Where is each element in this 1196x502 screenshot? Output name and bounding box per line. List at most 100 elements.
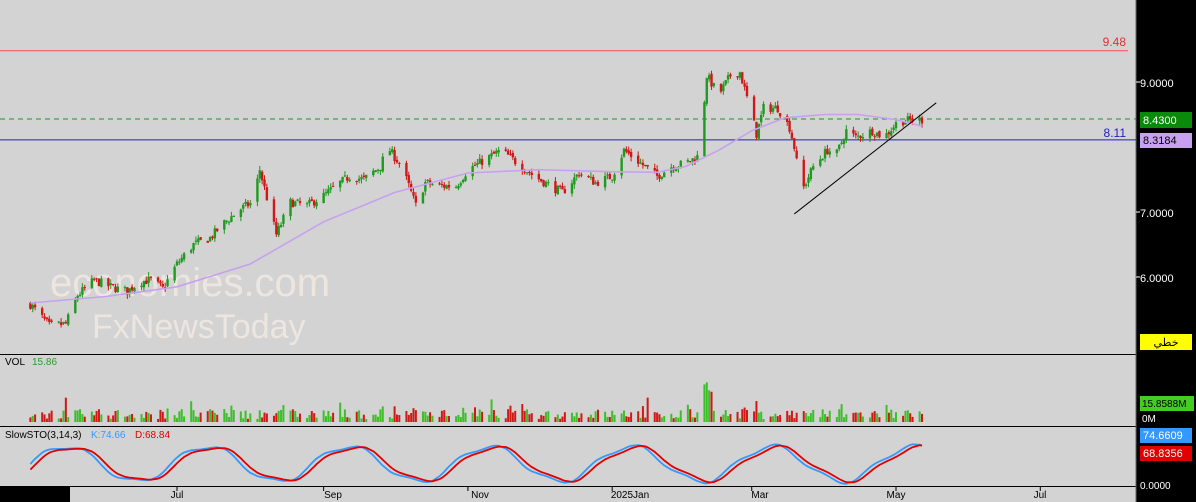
x-tick-label: May <box>887 490 906 501</box>
volume-bar <box>592 417 595 422</box>
candle-body <box>107 278 110 287</box>
candle-body <box>225 220 228 222</box>
volume-bar <box>809 413 812 422</box>
candle-body <box>674 168 678 172</box>
volume-bar <box>272 415 275 422</box>
volume-bar <box>213 412 216 422</box>
candle-body <box>360 177 363 180</box>
candle-body <box>74 299 77 313</box>
candle-body <box>885 133 888 138</box>
volume-bar <box>239 411 242 422</box>
candle-body <box>823 149 827 159</box>
candle-body <box>331 185 335 187</box>
candle-body <box>296 199 299 201</box>
candle-body <box>712 83 716 87</box>
stochastic-d-label: D:68.84 <box>135 430 170 441</box>
volume-bar <box>429 412 432 422</box>
candle-body <box>227 221 231 223</box>
time-axis <box>70 487 1136 502</box>
volume-bar <box>265 413 268 422</box>
volume-bar <box>705 382 708 422</box>
volume-bar <box>107 415 110 422</box>
x-tick-label: Jul <box>1034 490 1047 501</box>
volume-bar <box>895 412 897 422</box>
volume-bar <box>854 412 857 422</box>
volume-bar <box>788 415 791 422</box>
volume-bar <box>131 413 134 422</box>
volume-bar <box>114 411 117 422</box>
candle-body <box>180 257 183 262</box>
volume-bar <box>547 411 550 422</box>
volume-bar <box>887 412 890 422</box>
candle-body <box>573 177 576 185</box>
candle-body <box>208 237 212 242</box>
candle-body <box>357 178 361 181</box>
candle-body <box>338 180 342 188</box>
candle-body <box>388 151 392 156</box>
candle-body <box>308 199 311 204</box>
candle-body <box>443 184 446 188</box>
volume-bar <box>658 414 661 422</box>
volume-bar <box>670 413 673 422</box>
candle-body <box>128 288 131 294</box>
candle-body <box>762 103 765 115</box>
volume-bar <box>639 417 642 422</box>
volume-bar <box>362 414 365 422</box>
candle-body <box>421 192 425 204</box>
candle-body <box>95 278 98 280</box>
candle-body <box>887 132 891 135</box>
candle-body <box>279 224 283 227</box>
volume-bar <box>556 414 559 422</box>
volume-bar <box>438 416 441 422</box>
volume-bar <box>34 414 37 422</box>
volume-bar <box>660 417 663 422</box>
volume-bar <box>280 409 283 422</box>
volume-bar <box>457 414 460 422</box>
candle-body <box>809 168 813 180</box>
volume-bar <box>327 410 330 422</box>
volume-bar <box>738 418 741 422</box>
x-tick-label: Jul <box>171 490 184 501</box>
volume-bar <box>675 417 678 422</box>
candle-body <box>50 320 53 322</box>
volume-bar <box>391 418 394 422</box>
volume-bar <box>381 406 384 422</box>
volume-bar <box>861 416 864 422</box>
volume-bar <box>244 410 247 422</box>
volume-bar <box>81 414 84 422</box>
candle-body <box>589 176 593 178</box>
candle-body <box>745 85 749 97</box>
candle-body <box>478 158 481 164</box>
volume-bar <box>911 416 914 422</box>
candle-body <box>346 177 349 181</box>
candle-body <box>438 183 441 185</box>
candle-body <box>490 153 493 157</box>
candle-body <box>606 174 609 176</box>
candle-body <box>570 183 574 194</box>
volume-bar <box>772 416 775 422</box>
candle-body <box>842 140 846 144</box>
line-type-badge[interactable] <box>1140 334 1192 350</box>
candle-body <box>90 278 94 288</box>
candle-body <box>894 122 898 129</box>
volume-bar <box>183 416 186 422</box>
candle-body <box>381 156 384 172</box>
support-label: 8.11 <box>1104 126 1127 140</box>
candle-body <box>509 154 512 156</box>
volume-bar <box>209 409 212 422</box>
candle-body <box>260 171 264 181</box>
candle-body <box>161 283 165 287</box>
volume-bar <box>79 409 82 422</box>
volume-bar <box>358 410 361 422</box>
candle-body <box>679 160 682 167</box>
candle-body <box>343 175 347 177</box>
candle-body <box>580 174 583 176</box>
candle-body <box>845 129 848 140</box>
candle-body <box>906 116 910 121</box>
volume-bar <box>878 417 881 422</box>
candle-body <box>540 178 543 182</box>
candle-body <box>873 136 876 138</box>
candle-body <box>376 169 380 171</box>
candle-body <box>795 150 798 159</box>
volume-bar <box>377 416 380 422</box>
